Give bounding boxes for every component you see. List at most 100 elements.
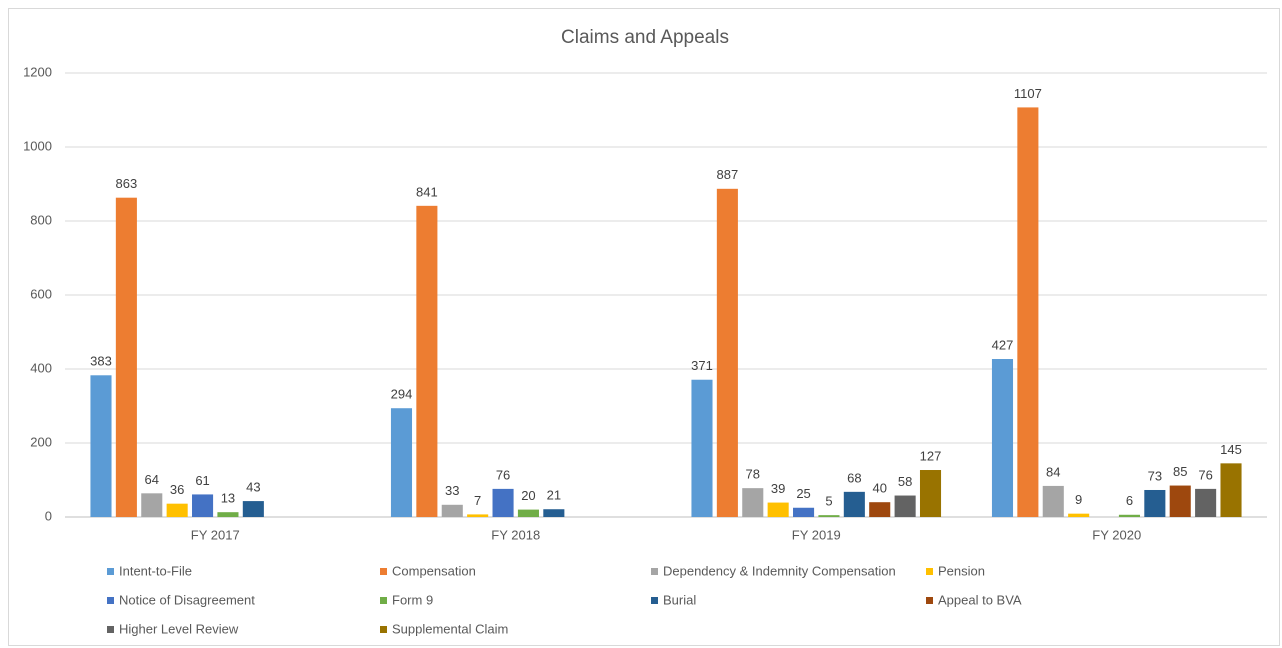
data-label: 5 — [825, 494, 832, 509]
data-label: 76 — [496, 467, 510, 482]
data-label: 40 — [872, 481, 886, 496]
y-tick-label: 600 — [30, 286, 52, 301]
data-label: 25 — [796, 486, 810, 501]
bar — [742, 488, 764, 517]
bar — [416, 205, 438, 517]
legend-label: Compensation — [392, 563, 476, 578]
bar — [716, 188, 738, 517]
data-label: 43 — [246, 480, 260, 495]
y-tick-label: 400 — [30, 360, 52, 375]
bar — [467, 514, 489, 517]
data-label: 9 — [1075, 492, 1082, 507]
data-label: 78 — [746, 467, 760, 482]
data-label: 13 — [221, 491, 235, 506]
legend-swatch — [107, 568, 114, 575]
legend-label: Form 9 — [392, 592, 433, 607]
bar — [843, 491, 865, 517]
bar — [517, 509, 539, 517]
bar — [166, 503, 188, 517]
legend-swatch — [380, 626, 387, 633]
legend-swatch — [926, 597, 933, 604]
data-label: 36 — [170, 482, 184, 497]
y-tick-label: 0 — [45, 508, 52, 523]
bar — [115, 197, 137, 517]
legend-swatch — [107, 626, 114, 633]
bar — [192, 494, 214, 517]
x-tick-label: FY 2020 — [1092, 527, 1141, 542]
legend-label: Burial — [663, 592, 696, 607]
bar — [90, 375, 112, 517]
legend-label: Pension — [938, 563, 985, 578]
data-label: 887 — [717, 167, 739, 182]
bar — [1144, 489, 1166, 517]
bar — [691, 379, 713, 517]
bar — [991, 359, 1014, 517]
x-tick-label: FY 2019 — [792, 527, 841, 542]
data-label: 85 — [1173, 464, 1187, 479]
bar — [818, 515, 840, 517]
data-label: 7 — [474, 493, 481, 508]
data-label: 58 — [898, 474, 912, 489]
bar — [869, 502, 891, 517]
bar — [217, 512, 239, 517]
bar — [543, 509, 565, 517]
legend-swatch — [651, 597, 658, 604]
data-label: 127 — [920, 448, 942, 463]
legend-label: Intent-to-File — [119, 563, 192, 578]
data-label: 33 — [445, 483, 459, 498]
data-label: 68 — [847, 470, 861, 485]
legend-label: Dependency & Indemnity Compensation — [663, 563, 896, 578]
bar — [1017, 107, 1039, 517]
bar — [1220, 463, 1242, 517]
data-label: 371 — [691, 358, 713, 373]
data-label: 39 — [771, 481, 785, 496]
legend-label: Notice of Disagreement — [119, 592, 255, 607]
chart-border — [8, 8, 1280, 646]
legend-swatch — [926, 568, 933, 575]
legend-swatch — [651, 568, 658, 575]
bar — [242, 501, 264, 517]
data-label: 73 — [1148, 468, 1162, 483]
data-label: 427 — [992, 337, 1014, 352]
bar — [1118, 514, 1140, 517]
data-label: 863 — [116, 176, 138, 191]
y-tick-label: 800 — [30, 212, 52, 227]
bar — [492, 488, 514, 517]
bar — [1195, 488, 1217, 517]
legend-swatch — [107, 597, 114, 604]
bar — [894, 495, 916, 517]
bar — [767, 502, 789, 517]
bar — [390, 408, 413, 517]
data-label: 21 — [547, 488, 561, 503]
y-tick-label: 1000 — [23, 138, 52, 153]
bar — [1042, 485, 1064, 517]
data-label: 383 — [90, 354, 112, 369]
data-label: 61 — [195, 473, 209, 488]
x-tick-label: FY 2018 — [491, 527, 540, 542]
legend-label: Appeal to BVA — [938, 592, 1022, 607]
bar — [793, 507, 815, 517]
bar — [1068, 513, 1090, 517]
data-label: 841 — [416, 184, 438, 199]
data-label: 1107 — [1014, 86, 1042, 101]
legend-label: Higher Level Review — [119, 621, 239, 636]
y-tick-label: 1200 — [23, 64, 52, 79]
legend-label: Supplemental Claim — [392, 621, 508, 636]
data-label: 76 — [1198, 467, 1212, 482]
x-tick-label: FY 2017 — [191, 527, 240, 542]
data-label: 294 — [391, 387, 413, 402]
data-label: 20 — [521, 488, 535, 503]
legend-swatch — [380, 597, 387, 604]
bar — [919, 470, 942, 517]
data-label: 84 — [1046, 464, 1060, 479]
y-tick-label: 200 — [30, 434, 52, 449]
bar — [141, 493, 163, 517]
legend-swatch — [380, 568, 387, 575]
bar — [1169, 485, 1191, 517]
data-label: 64 — [145, 472, 159, 487]
data-label: 6 — [1126, 493, 1133, 508]
chart-title: Claims and Appeals — [561, 27, 729, 48]
bar — [441, 504, 463, 517]
